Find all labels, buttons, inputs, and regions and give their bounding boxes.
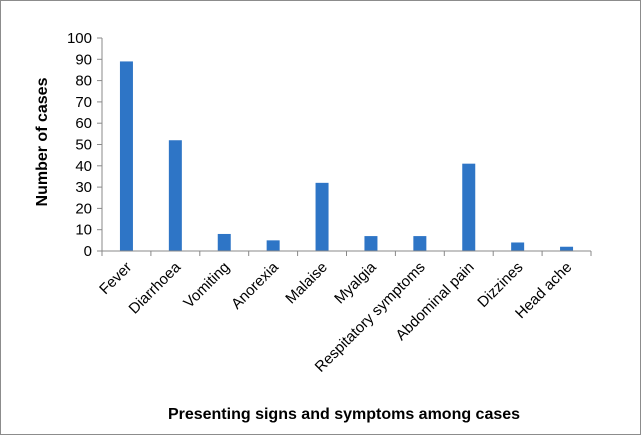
bar	[315, 182, 329, 251]
bars	[119, 61, 574, 252]
bar	[168, 140, 182, 251]
bar	[364, 236, 378, 251]
y-tick-label: 0	[84, 243, 92, 260]
bar	[266, 240, 280, 251]
bar	[413, 236, 427, 251]
y-tick-label: 90	[75, 51, 92, 68]
y-tick-label: 60	[75, 115, 92, 132]
x-tick-label: Vomiting	[180, 259, 233, 312]
x-tick-label: Myalgia	[331, 258, 380, 307]
x-tick-label: Malaise	[282, 259, 331, 308]
bar	[119, 61, 133, 252]
y-axis-title: Number of cases	[34, 77, 51, 206]
bar	[217, 233, 231, 251]
bar	[560, 246, 574, 251]
y-tick-label: 100	[67, 30, 92, 47]
x-axis-title: Presenting signs and symptoms among case…	[168, 406, 520, 423]
y-tick-label: 30	[75, 179, 92, 196]
y-axis-ticks: 0 10 20 30 40 50 60 70 80 90 100	[67, 30, 102, 260]
x-tick-label: Diarrhoea	[126, 258, 185, 317]
x-tick-label: Fever	[96, 259, 135, 298]
x-tick-label: Anorexia	[228, 258, 282, 312]
y-tick-label: 70	[75, 94, 92, 111]
y-tick-label: 20	[75, 200, 92, 217]
bar	[462, 163, 476, 251]
y-tick-label: 50	[75, 137, 92, 154]
bar	[511, 242, 525, 251]
y-tick-label: 80	[75, 73, 92, 90]
y-tick-label: 10	[75, 222, 92, 239]
y-tick-label: 40	[75, 158, 92, 175]
